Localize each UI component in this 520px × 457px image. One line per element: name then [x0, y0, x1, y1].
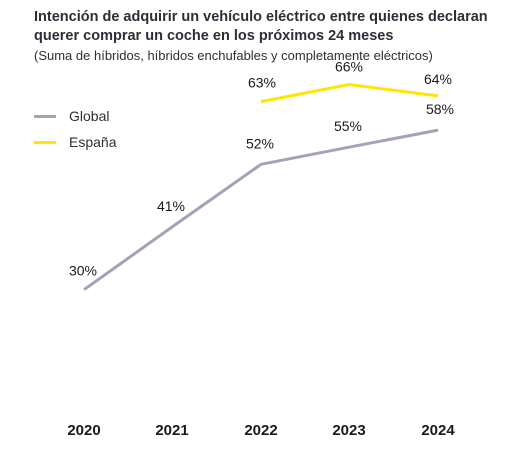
data-label-global-2021: 41% — [157, 198, 185, 214]
x-tick-label-2023: 2023 — [332, 422, 365, 439]
series-line-global — [83, 128, 439, 291]
legend-swatch-global — [34, 114, 56, 118]
data-label-global-2022: 52% — [246, 135, 274, 151]
data-label-global-2023: 55% — [334, 118, 362, 134]
data-label-global-2020: 30% — [69, 263, 97, 279]
series-line-espana — [260, 83, 439, 104]
legend-label-global: Global — [69, 108, 110, 124]
x-tick-label-2022: 2022 — [244, 422, 277, 439]
data-label-global-2024: 58% — [426, 101, 454, 117]
legend-swatch-espana — [34, 140, 56, 144]
legend-item-espana: España — [34, 129, 116, 155]
data-label-espana-2022: 63% — [248, 75, 276, 91]
chart-subtitle: (Suma de híbridos, híbridos enchufables … — [34, 48, 433, 63]
data-label-espana-2023: 66% — [335, 59, 363, 75]
chart-title: Intención de adquirir un vehículo eléctr… — [34, 9, 488, 44]
x-tick-label-2021: 2021 — [155, 422, 188, 439]
legend-label-espana: España — [69, 134, 117, 150]
data-label-espana-2024: 64% — [424, 71, 452, 87]
legend-item-global: Global — [34, 103, 116, 129]
x-tick-label-2020: 2020 — [67, 422, 100, 439]
chart-legend: Global España — [34, 103, 116, 155]
x-tick-label-2024: 2024 — [421, 422, 455, 439]
